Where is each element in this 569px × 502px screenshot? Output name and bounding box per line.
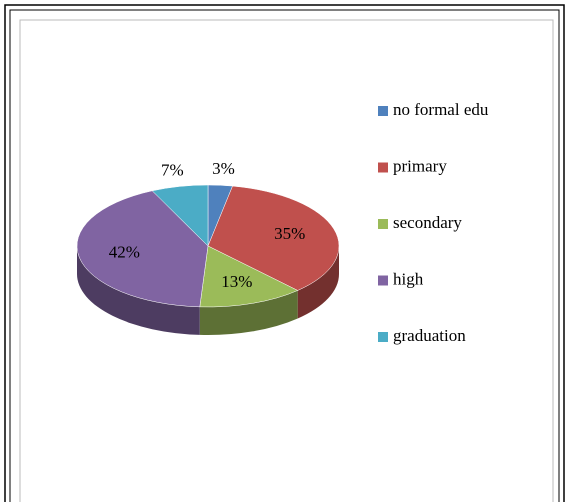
pie-slice [199,245,299,308]
pie: 3% 35% 13% 42% 7% [76,159,340,336]
legend-label: graduation [393,326,466,345]
pie-side [77,246,200,335]
pie-side [199,290,298,336]
legend-label: secondary [393,213,462,232]
legend-swatch [378,106,388,116]
legend-swatch [378,332,388,342]
legend-swatch [378,275,388,286]
legend-label: no formal edu [393,100,489,119]
data-label: 13% [221,272,252,291]
data-label: 35% [274,224,305,243]
legend: no formal edu primary secondary high graduat… [378,100,489,345]
data-label: 7% [161,160,184,179]
data-label: 42% [109,242,140,261]
pie-slice [76,190,209,308]
pie-slice [151,184,209,247]
legend-swatch [378,162,388,173]
legend-swatch [378,219,388,229]
pie-side [297,246,339,319]
legend-label: primary [393,156,447,175]
data-label: 3% [212,159,235,178]
legend-label: high [393,269,424,288]
frame [4,4,565,502]
pie-slice [207,185,340,291]
